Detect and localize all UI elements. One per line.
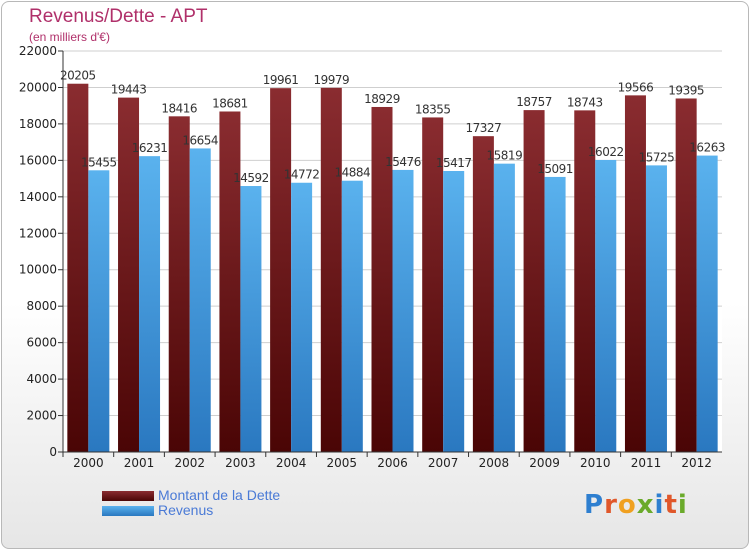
logo-letter: P [584, 490, 605, 520]
data-label-revenue: 16654 [182, 133, 218, 147]
data-label-debt: 18681 [212, 96, 248, 110]
logo-letter: x [636, 490, 655, 520]
data-label-revenue: 14592 [233, 171, 269, 185]
logo-letter: t [664, 490, 678, 520]
data-label-debt: 20205 [60, 69, 96, 83]
x-tick-label: 2006 [377, 456, 408, 470]
x-tick-label: 2009 [529, 456, 560, 470]
bar-debt [67, 83, 89, 452]
y-tick-label: 20000 [19, 80, 57, 94]
legend-label-revenue: Revenus [158, 502, 214, 518]
x-tick-label: 2008 [479, 456, 510, 470]
logo-letter: o [617, 490, 637, 520]
bar-revenue [341, 180, 363, 453]
data-label-revenue: 16022 [588, 145, 624, 159]
bar-revenue [443, 170, 465, 452]
data-label-debt: 19979 [313, 73, 349, 87]
bar-debt [371, 106, 393, 452]
bar-revenue [392, 169, 414, 452]
x-tick-label: 2004 [276, 456, 307, 470]
bar-revenue [139, 156, 161, 452]
bar-revenue [645, 165, 667, 452]
logo-letter: i [677, 490, 688, 520]
y-tick-label: 18000 [19, 117, 57, 131]
y-tick-label: 22000 [19, 44, 57, 58]
data-label-debt: 18743 [567, 95, 603, 109]
y-tick-label: 12000 [19, 226, 57, 240]
x-tick-label: 2001 [124, 456, 155, 470]
axis-layer: 0 2000 4000 6000 8000 10000 12000 14000 16000 180… [19, 44, 722, 470]
bar-debt [675, 98, 697, 452]
data-label-debt: 18416 [161, 101, 197, 115]
x-tick-label: 2005 [327, 456, 358, 470]
data-label-revenue: 16231 [132, 141, 168, 155]
bars-layer [67, 83, 718, 453]
x-tick-label: 2000 [73, 456, 104, 470]
logo-letter: i [654, 490, 665, 520]
proxiti-logo: Proxiti [584, 490, 688, 520]
data-label-debt: 19961 [263, 73, 299, 87]
bar-debt [624, 95, 646, 453]
y-tick-label: 14000 [19, 190, 57, 204]
y-tick-label: 8000 [26, 299, 57, 313]
data-label-debt: 18355 [415, 102, 451, 116]
x-tick-label: 2011 [631, 456, 662, 470]
y-tick-label: 0 [49, 445, 57, 459]
bar-debt [472, 136, 494, 453]
bar-revenue [696, 155, 718, 452]
legend-swatch-revenue [102, 506, 154, 516]
bar-revenue [291, 182, 313, 452]
data-label-revenue: 15455 [81, 155, 117, 169]
data-label-debt: 19443 [111, 83, 147, 97]
x-tick-label: 2010 [580, 456, 611, 470]
data-label-revenue: 15417 [436, 156, 472, 170]
data-label-debt: 19395 [668, 83, 704, 97]
bar-debt [270, 88, 292, 452]
x-tick-label: 2002 [174, 456, 205, 470]
data-label-debt: 17327 [466, 121, 502, 135]
x-tick-label: 2012 [681, 456, 712, 470]
bar-revenue [493, 163, 515, 452]
data-label-revenue: 14772 [284, 168, 320, 182]
data-label-debt: 18757 [516, 95, 552, 109]
data-label-revenue: 15819 [487, 149, 523, 163]
bar-debt [422, 117, 444, 452]
data-label-debt: 19566 [618, 80, 654, 94]
bar-debt [219, 111, 241, 453]
x-tick-label: 2003 [225, 456, 256, 470]
bar-debt [320, 87, 342, 453]
legend-swatch-debt [102, 491, 154, 501]
y-tick-label: 10000 [19, 263, 57, 277]
data-label-revenue: 15476 [385, 155, 421, 169]
data-label-debt: 18929 [364, 92, 400, 106]
bar-revenue [88, 170, 110, 453]
data-label-revenue: 15725 [639, 150, 675, 164]
y-tick-label: 2000 [26, 409, 57, 423]
legend-label-debt: Montant de la Dette [158, 487, 281, 503]
bar-revenue [240, 186, 262, 452]
x-tick-label: 2007 [428, 456, 459, 470]
y-tick-label: 16000 [19, 153, 57, 167]
chart-title: Revenus/Dette - APT [29, 6, 208, 27]
y-tick-label: 6000 [26, 336, 57, 350]
labels-layer: 20205 15455 19443 16231 18416 16654 18681 14592… [60, 69, 725, 185]
bar-debt [574, 110, 596, 453]
y-tick-label: 4000 [26, 372, 57, 386]
bar-revenue [595, 159, 617, 452]
data-label-revenue: 15091 [537, 162, 573, 176]
logo-letter: r [604, 490, 618, 520]
bar-debt [168, 116, 190, 453]
bar-debt [523, 110, 545, 452]
data-label-revenue: 14884 [334, 166, 370, 180]
data-label-revenue: 16263 [689, 141, 725, 155]
bar-debt [118, 97, 140, 452]
bar-revenue [189, 148, 211, 452]
bar-revenue [544, 176, 566, 452]
chart-subtitle: (en milliers d'€) [29, 30, 110, 44]
